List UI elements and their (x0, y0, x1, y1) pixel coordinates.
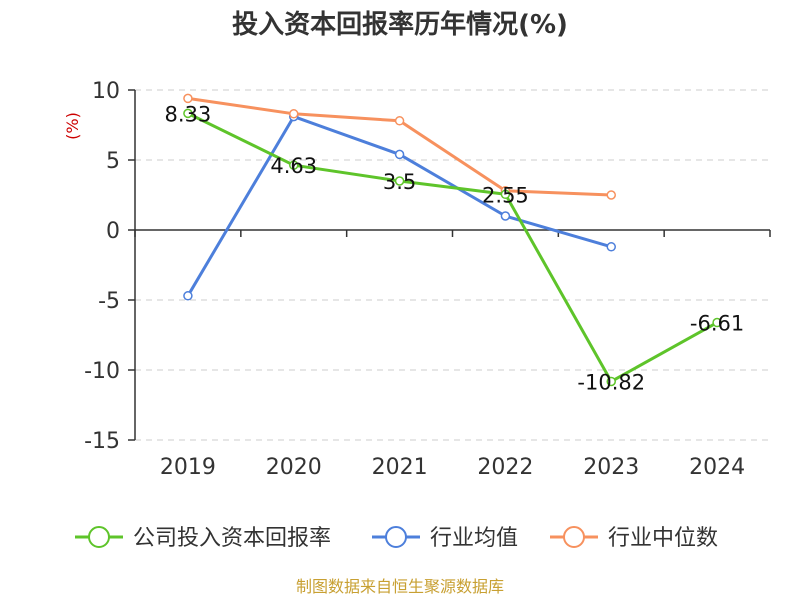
y-tick-label: -15 (84, 429, 120, 454)
x-tick-label: 2020 (266, 455, 322, 480)
x-tick-label: 2021 (372, 455, 428, 480)
source-note: 制图数据来自恒生聚源数据库 (296, 577, 504, 596)
legend-marker (88, 526, 110, 548)
legend-marker (385, 526, 407, 548)
y-tick-label: 0 (106, 219, 120, 244)
data-point (500, 189, 511, 200)
data-label: 3.5 (383, 170, 416, 194)
data-point (289, 109, 299, 119)
series-line (187, 112, 718, 383)
legend[interactable]: 公司投入资本回报率 行业均值 行业中位数 (75, 526, 718, 551)
y-tick-label: -5 (98, 289, 120, 314)
axes (128, 89, 771, 441)
data-label: -10.82 (577, 370, 645, 394)
x-tick-label: 2024 (689, 455, 745, 480)
series-group (183, 93, 722, 387)
grid (135, 89, 770, 441)
data-label: -6.61 (690, 312, 744, 336)
legend-item[interactable]: 行业均值 (372, 526, 518, 551)
data-label: 2.55 (482, 183, 529, 207)
y-tick-label: -10 (84, 359, 120, 384)
y-axis-label: (%) (63, 112, 82, 140)
y-tick-label: 10 (92, 79, 120, 104)
data-point (606, 376, 616, 387)
data-labels: 8.33 4.63 3.5 2.55 -10.82 -6.61 (165, 102, 745, 394)
data-label: 4.63 (270, 154, 317, 178)
data-point (183, 291, 193, 301)
legend-label: 行业中位数 (608, 526, 718, 551)
data-point (394, 116, 405, 126)
data-point (712, 317, 722, 328)
data-point (289, 160, 299, 170)
data-point (183, 108, 193, 119)
legend-item[interactable]: 公司投入资本回报率 (75, 526, 331, 551)
chart-title: 投入资本回报率历年情况(%) (232, 9, 568, 40)
x-tick-labels: 2019 2020 2021 2022 2023 2024 (160, 455, 745, 480)
y-tick-label: 5 (106, 149, 120, 174)
x-tick-label: 2019 (160, 455, 216, 480)
data-point (606, 190, 616, 200)
legend-item[interactable]: 行业中位数 (550, 526, 718, 551)
data-point (394, 176, 405, 186)
x-tick-label: 2022 (477, 455, 533, 480)
data-point (394, 149, 405, 160)
data-point (606, 242, 616, 252)
legend-label: 公司投入资本回报率 (133, 526, 331, 551)
legend-label: 行业均值 (430, 526, 518, 551)
data-point (183, 93, 193, 104)
data-point (500, 211, 511, 221)
data-label: 8.33 (165, 102, 212, 126)
legend-marker (563, 526, 585, 548)
x-tick-label: 2023 (583, 455, 639, 480)
y-tick-labels: 10 5 0 -5 -10 -15 (84, 79, 120, 454)
